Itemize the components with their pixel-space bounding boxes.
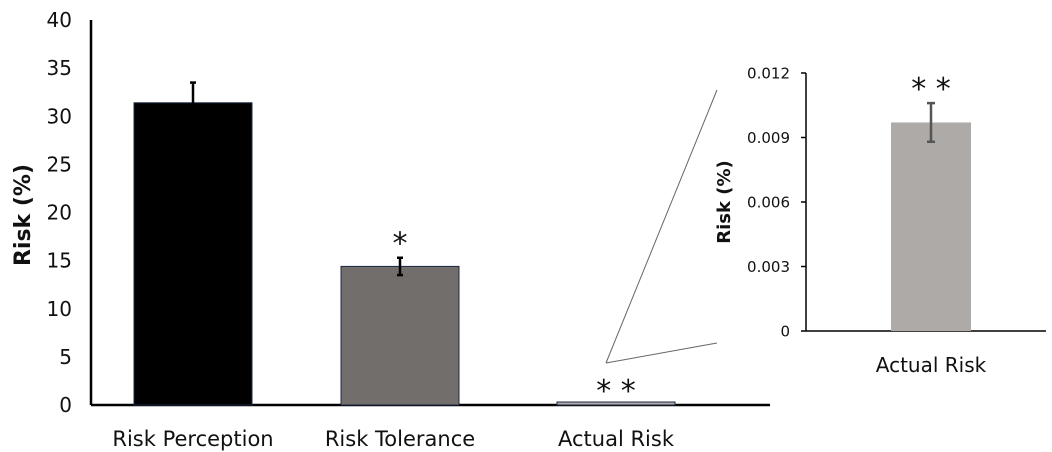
y-tick-label: 0.009 (747, 129, 790, 147)
zoom-connector-line (605, 342, 718, 364)
y-tick-label: 10 (47, 297, 72, 321)
inset-chart: 0 0.003 0.006 0.009 0.012 * * Actual Risk (747, 64, 1046, 377)
y-tick-label: 0.003 (747, 258, 790, 276)
inset-y-axis-label: Risk (%) (714, 160, 735, 243)
main-y-axis-label: Risk (%) (11, 164, 36, 266)
y-tick-label: 0.006 (747, 193, 790, 211)
bar (340, 265, 460, 406)
significance-marker: * * (596, 374, 636, 409)
x-category-label: Actual Risk (558, 427, 675, 451)
zoom-lines (605, 89, 718, 364)
y-tick-label: 15 (47, 249, 72, 273)
bar (891, 122, 971, 331)
y-tick-label: 40 (47, 8, 72, 32)
y-tick-label: 5 (59, 345, 72, 369)
x-category-label: Actual Risk (876, 353, 987, 377)
y-tick-label: 20 (47, 201, 72, 225)
significance-marker: * (393, 227, 408, 262)
y-tick-label: 35 (47, 56, 72, 80)
x-category-label: Risk Perception (112, 427, 273, 451)
x-category-label: Risk Tolerance (325, 427, 475, 451)
significance-marker: * * (911, 72, 951, 107)
bar (556, 401, 676, 406)
y-tick-label: 0 (59, 393, 72, 417)
bar (133, 102, 253, 406)
y-tick-label: 25 (47, 152, 72, 176)
y-tick-label: 30 (47, 104, 72, 128)
y-tick-label: 0.012 (747, 64, 790, 82)
main-chart: 0 5 10 15 20 25 30 35 40 Risk Perception * Risk Tol… (47, 8, 770, 451)
y-tick-label: 0 (780, 322, 790, 340)
zoom-connector-line (605, 89, 718, 364)
